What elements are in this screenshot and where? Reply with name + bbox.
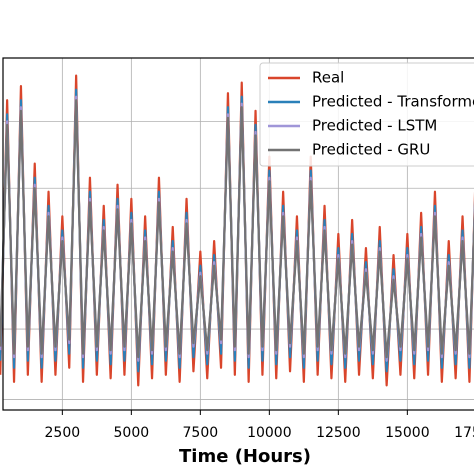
x-axis-label: Time (Hours): [179, 446, 311, 467]
x-tick-label: 15000: [385, 425, 430, 441]
x-tick-label: 12500: [316, 425, 361, 441]
x-tick-label: 7500: [183, 425, 219, 441]
x-tick-label: 2500: [45, 425, 81, 441]
series-line: [0, 99, 474, 359]
legend-label: Predicted - Transformer: [312, 93, 474, 111]
x-tick-label: 17500: [454, 425, 474, 441]
legend-label: Predicted - LSTM: [312, 117, 437, 135]
legend-box: [259, 62, 474, 167]
legend-label: Real: [312, 69, 344, 87]
x-tick-label: 5000: [114, 425, 150, 441]
legend-label: Predicted - GRU: [312, 141, 430, 159]
plot-frame: [2, 57, 474, 411]
x-tick-label: 10000: [247, 425, 292, 441]
